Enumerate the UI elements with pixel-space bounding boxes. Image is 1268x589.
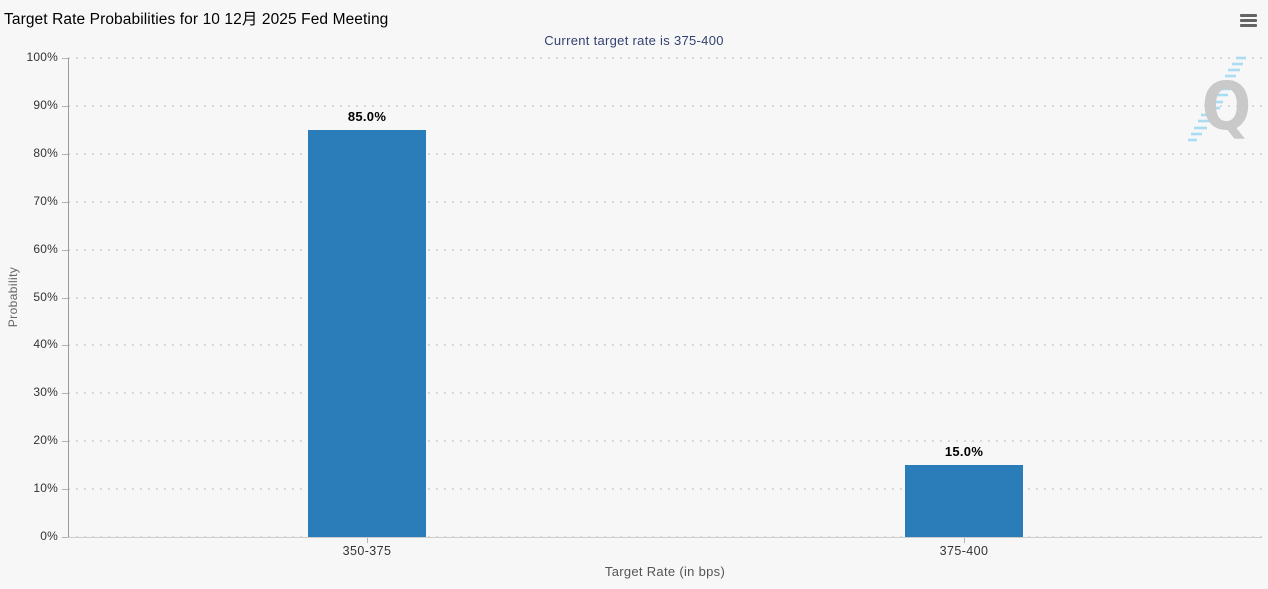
bar-375-400[interactable]	[905, 465, 1023, 537]
y-axis-tick	[62, 154, 68, 155]
y-axis-title: Probability	[6, 266, 20, 328]
y-axis-tick-label: 10%	[33, 481, 58, 495]
y-axis-tick-label: 80%	[33, 146, 58, 160]
x-axis-line	[68, 537, 1262, 538]
y-gridline	[68, 249, 1262, 251]
y-axis-tick	[62, 441, 68, 442]
y-axis-line	[68, 58, 69, 537]
y-gridline	[68, 440, 1262, 442]
y-axis-tick	[62, 345, 68, 346]
hamburger-icon	[1239, 13, 1257, 17]
watermark-q-letter: Q	[1201, 68, 1251, 145]
chart-context-menu-button[interactable]	[1237, 10, 1259, 30]
x-axis-title: Target Rate (in bps)	[604, 564, 726, 579]
y-axis-tick-label: 30%	[33, 385, 58, 399]
y-axis-tick-label: 50%	[33, 290, 58, 304]
x-axis-category-label: 350-375	[342, 544, 392, 558]
y-axis-tick	[62, 106, 68, 107]
y-gridline	[68, 392, 1262, 394]
y-axis-tick-label: 70%	[33, 194, 58, 208]
x-axis-tick	[964, 538, 965, 543]
y-axis-tick	[62, 393, 68, 394]
y-axis-tick	[62, 489, 68, 490]
chart-subtitle: Current target rate is 375-400	[544, 33, 724, 48]
bar-350-375[interactable]	[308, 130, 426, 537]
chart-title: Target Rate Probabilities for 10 12月 202…	[4, 11, 389, 28]
y-axis-tick-label: 100%	[26, 50, 58, 64]
x-axis-tick	[367, 538, 368, 543]
y-axis-tick	[62, 298, 68, 299]
y-gridline	[68, 344, 1262, 346]
y-gridline	[68, 488, 1262, 490]
y-axis-tick-label: 60%	[33, 242, 58, 256]
watermark-logo: Q	[1182, 52, 1262, 152]
y-gridline	[68, 57, 1262, 59]
hamburger-icon	[1239, 23, 1257, 27]
y-axis-tick-label: 0%	[40, 529, 58, 543]
bar-value-label: 85.0%	[347, 109, 387, 124]
y-gridline	[68, 105, 1262, 107]
y-axis-tick	[62, 250, 68, 251]
y-axis-tick	[62, 202, 68, 203]
y-axis-tick	[62, 537, 68, 538]
y-axis-tick-label: 20%	[33, 433, 58, 447]
y-gridline	[68, 153, 1262, 155]
y-gridline	[68, 297, 1262, 299]
bar-value-label: 15.0%	[944, 444, 984, 459]
y-axis-tick-label: 90%	[33, 98, 58, 112]
hamburger-icon	[1239, 18, 1257, 22]
x-axis-category-label: 375-400	[939, 544, 989, 558]
watermark-swoosh-icon	[1188, 56, 1246, 142]
y-gridline	[68, 201, 1262, 203]
y-axis-tick-label: 40%	[33, 337, 58, 351]
y-axis-tick	[62, 58, 68, 59]
